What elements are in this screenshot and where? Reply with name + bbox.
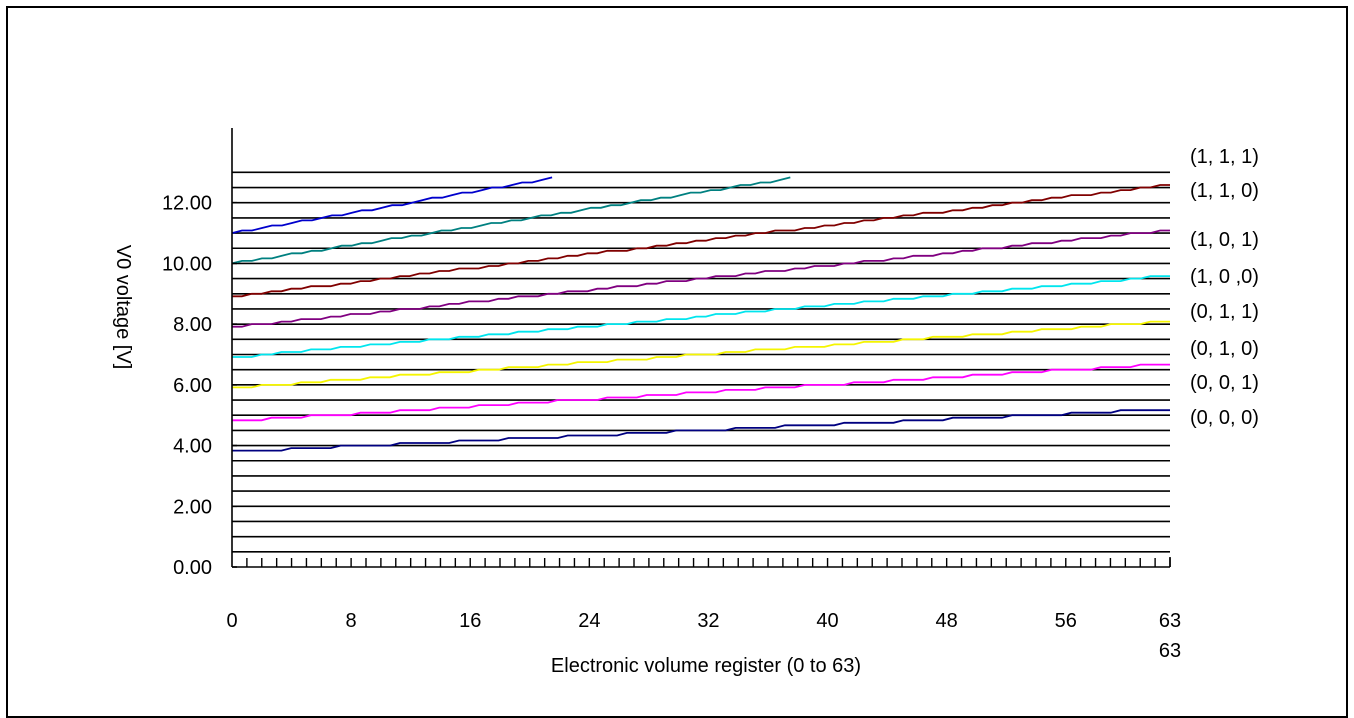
legend-label-4: (0, 1, 1) [1190, 301, 1259, 323]
x-tick-label: 0 [226, 610, 237, 632]
axis-layer [231, 128, 1171, 568]
legend-label-3: (1, 0 ,0) [1190, 266, 1259, 288]
series-line-6 [232, 363, 1170, 422]
x-tick-label: 8 [346, 610, 357, 632]
legend-label-6: (0, 0, 1) [1190, 372, 1259, 394]
x-tick-label: 16 [459, 610, 481, 632]
series-line-5 [232, 320, 1170, 389]
legend-label-7: (0, 0, 0) [1190, 407, 1259, 429]
x-axis-label: Electronic volume register (0 to 63) [551, 655, 861, 677]
x-extra-tick-label: 63 [1159, 640, 1181, 662]
series-layer [231, 176, 1170, 452]
x-tick-label: 56 [1055, 610, 1077, 632]
series-line-1 [231, 176, 791, 265]
y-tick-label: 8.00 [173, 314, 212, 336]
grid-layer [232, 171, 1170, 553]
x-tick-label: 63 [1159, 610, 1181, 632]
y-tick-label: 12.00 [162, 193, 212, 215]
y-tick-label: 4.00 [173, 436, 212, 458]
y-tick-label: 6.00 [173, 375, 212, 397]
y-tick-label: 2.00 [173, 496, 212, 518]
y-axis-label: V0 voltage [V] [112, 245, 134, 370]
legend-label-5: (0, 1, 0) [1190, 338, 1259, 360]
text-layer: Electronic volume register (0 to 63) 63 … [112, 146, 1259, 677]
x-tick-label: 24 [578, 610, 600, 632]
series-line-7 [232, 409, 1170, 452]
series-line-3 [232, 229, 1170, 328]
legend-label-2: (1, 0, 1) [1190, 229, 1259, 251]
series-line-2 [232, 184, 1170, 298]
legend-label-0: (1, 1, 1) [1190, 146, 1259, 168]
x-tick-label: 32 [697, 610, 719, 632]
x-tick-label: 48 [936, 610, 958, 632]
y-tick-label: 10.00 [162, 253, 212, 275]
series-line-4 [232, 275, 1170, 358]
legend-label-1: (1, 1, 0) [1190, 180, 1259, 202]
x-tick-label: 40 [816, 610, 838, 632]
series-line-0 [231, 176, 553, 234]
y-tick-label: 0.00 [173, 557, 212, 579]
